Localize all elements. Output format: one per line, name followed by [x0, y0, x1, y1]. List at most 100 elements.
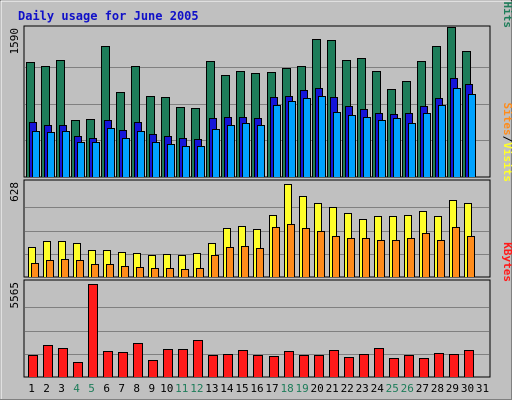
legend-sep: /: [501, 136, 512, 143]
x-tick-label-27: 27: [416, 382, 429, 395]
bar-pages-28: [438, 105, 446, 177]
bar-pages-27: [423, 113, 431, 177]
chart-panels: 1590Pages/Files/Hits628Sites/Visits5565K…: [8, 0, 512, 378]
bar-pages-1: [32, 131, 40, 177]
x-tick-label-14: 14: [220, 382, 234, 395]
bar-kbytes-11: [178, 349, 188, 377]
bar-kbytes-14: [223, 354, 233, 377]
bar-sites-29: [452, 227, 460, 277]
bar-sites-11: [181, 269, 189, 277]
x-tick-label-23: 23: [356, 382, 369, 395]
chart-title: Daily usage for June 2005: [18, 9, 199, 23]
bar-pages-17: [273, 105, 281, 177]
bar-kbytes-12: [193, 340, 203, 377]
bar-pages-13: [212, 129, 220, 177]
x-tick-label-10: 10: [160, 382, 173, 395]
x-tick-label-6: 6: [103, 382, 110, 395]
panel-visits_sites: 628 Sites/Visits: [8, 103, 512, 278]
bar-sites-1: [31, 263, 39, 277]
bar-sites-30: [467, 236, 475, 277]
x-tick-label-30: 30: [461, 382, 474, 395]
bar-kbytes-18: [284, 351, 294, 377]
bar-pages-22: [348, 115, 356, 177]
x-tick-label-18: 18: [280, 382, 293, 395]
x-tick-label-28: 28: [431, 382, 444, 395]
x-tick-label-24: 24: [371, 382, 385, 395]
x-tick-label-9: 9: [148, 382, 155, 395]
x-tick-label-8: 8: [133, 382, 140, 395]
x-tick-label-3: 3: [58, 382, 65, 395]
x-tick-label-21: 21: [326, 382, 339, 395]
bar-kbytes-2: [43, 345, 53, 377]
bar-pages-23: [363, 117, 371, 177]
bar-visits-9: [148, 255, 156, 277]
bar-kbytes-10: [163, 349, 173, 377]
bar-sites-14: [226, 247, 234, 277]
bar-pages-9: [152, 142, 160, 177]
x-tick-label-26: 26: [401, 382, 414, 395]
bar-sites-23: [362, 238, 370, 277]
bar-visits-12: [193, 253, 201, 277]
bar-pages-6: [107, 128, 115, 177]
series-legend: KBytes: [501, 242, 512, 282]
x-tick-label-12: 12: [190, 382, 203, 395]
bar-pages-26: [408, 123, 416, 177]
bar-kbytes-16: [253, 355, 263, 377]
bar-visits-11: [178, 255, 186, 277]
legend-kbytes: KBytes: [501, 242, 512, 282]
bar-sites-10: [166, 268, 174, 277]
x-tick-label-22: 22: [341, 382, 354, 395]
bar-pages-12: [197, 146, 205, 177]
panel-hits_files_pages: 1590 Pages/Files/Hits: [8, 0, 512, 178]
bar-kbytes-9: [148, 360, 158, 377]
bar-sites-21: [332, 236, 340, 277]
bar-kbytes-27: [419, 358, 429, 377]
bar-kbytes-30: [464, 350, 474, 377]
bar-visits-6: [103, 250, 111, 277]
bar-sites-15: [241, 246, 249, 277]
bar-hits-6: [101, 46, 110, 177]
bar-pages-30: [468, 94, 476, 177]
bar-sites-7: [121, 266, 129, 277]
x-tick-label-4: 4: [73, 382, 80, 395]
bar-kbytes-21: [329, 350, 339, 377]
bar-visits-1: [28, 247, 36, 277]
bar-pages-5: [92, 142, 100, 177]
bar-kbytes-22: [344, 357, 354, 377]
series-legend: Sites/Visits: [501, 103, 512, 183]
bar-sites-13: [211, 255, 219, 277]
bar-pages-14: [227, 125, 235, 177]
bar-pages-18: [288, 101, 296, 177]
bar-sites-28: [437, 240, 445, 277]
bar-pages-7: [122, 138, 130, 177]
bar-kbytes-28: [434, 353, 444, 377]
bar-sites-6: [106, 264, 114, 277]
bar-pages-2: [47, 132, 55, 177]
bar-sites-16: [256, 248, 264, 277]
x-tick-label-7: 7: [118, 382, 125, 395]
bar-sites-4: [76, 260, 84, 277]
bar-pages-10: [167, 144, 175, 177]
bar-hits-2: [41, 66, 50, 177]
bar-sites-25: [392, 240, 400, 277]
x-tick-label-2: 2: [43, 382, 50, 395]
bar-pages-19: [303, 98, 311, 177]
bar-pages-21: [333, 112, 341, 177]
x-tick-label-31: 31: [476, 382, 489, 395]
bar-sites-3: [61, 259, 69, 277]
x-tick-label-19: 19: [295, 382, 308, 395]
x-tick-label-29: 29: [446, 382, 459, 395]
bar-hits-3: [56, 60, 65, 177]
x-tick-label-13: 13: [205, 382, 218, 395]
bar-kbytes-13: [208, 355, 218, 377]
bar-sites-20: [317, 231, 325, 277]
bar-kbytes-25: [389, 358, 399, 377]
x-tick-label-16: 16: [250, 382, 263, 395]
bar-hits-1: [26, 62, 35, 177]
legend-hits: Hits: [501, 2, 512, 29]
bar-visits-2: [43, 241, 51, 277]
bar-visits-10: [163, 254, 171, 277]
bar-pages-25: [393, 118, 401, 177]
bar-visits-7: [118, 252, 126, 277]
